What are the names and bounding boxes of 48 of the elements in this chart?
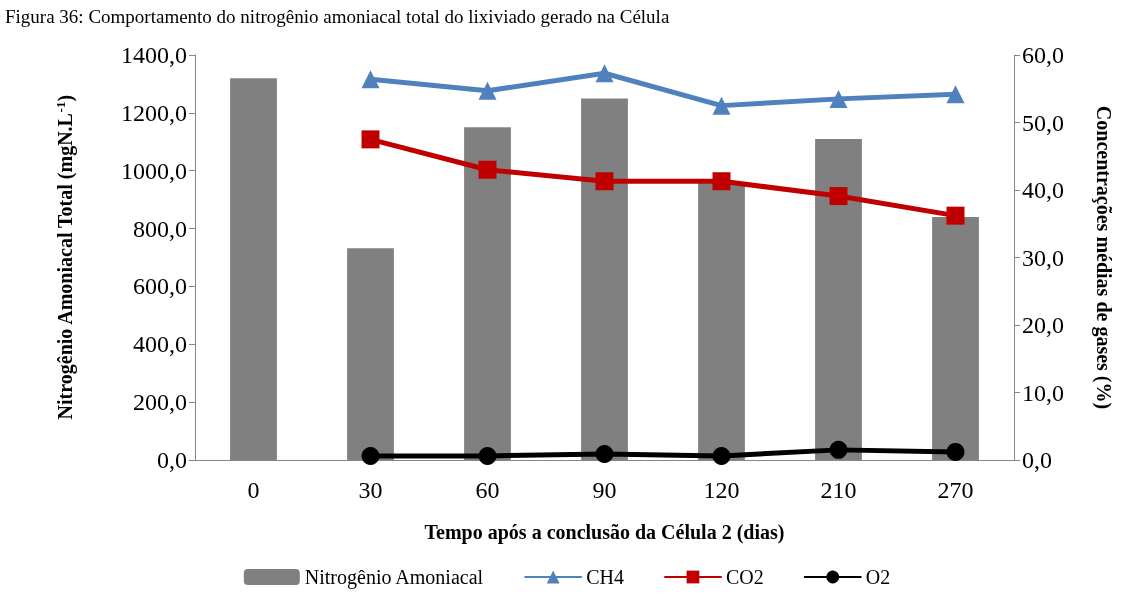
point (712, 172, 731, 191)
point (595, 64, 614, 83)
legend-label: CO2 (725, 566, 764, 588)
legend-label: Nitrogênio Amoniacal (304, 566, 484, 589)
x-tick-label: 90 (592, 477, 617, 503)
point (361, 446, 380, 465)
point (478, 160, 497, 179)
point (946, 85, 965, 104)
x-tick-label: 210 (820, 477, 857, 503)
x-tick-label: 270 (937, 477, 974, 503)
point (829, 440, 848, 459)
point (478, 446, 497, 465)
point (829, 187, 848, 206)
legend-label: CH4 (586, 566, 624, 588)
point (595, 444, 614, 463)
point (595, 172, 614, 191)
y2-tick-label: 50,0 (1022, 109, 1064, 136)
y2-tick-label: 60,0 (1022, 42, 1064, 68)
y-tick-label: 0,0 (157, 447, 187, 473)
y2-tick-label: 20,0 (1022, 312, 1064, 338)
y2-tick-label: 10,0 (1022, 379, 1064, 406)
y-tick-label: 800,0 (133, 215, 187, 242)
x-tick-label: 120 (703, 477, 740, 503)
y-tick-label: 1000,0 (121, 157, 187, 184)
x-axis-title: Tempo após a conclusão da Célula 2 (dias) (424, 521, 785, 544)
point (829, 89, 848, 108)
legend-label: O2 (865, 566, 891, 588)
y2-axis-title: Concentrações médias de gases (%) (1092, 105, 1115, 410)
y-tick-label: 600,0 (133, 273, 187, 300)
point (361, 70, 380, 89)
y-tick-label: 200,0 (133, 389, 187, 416)
x-tick-label: 30 (358, 477, 383, 503)
point (478, 81, 497, 100)
y-tick-label: 1200,0 (121, 99, 187, 126)
y2-tick-label: 0,0 (1022, 447, 1052, 473)
x-tick-label: 0 (247, 477, 260, 503)
y-tick-label: 400,0 (133, 331, 187, 358)
point (946, 442, 965, 461)
point (946, 206, 965, 225)
y2-tick-label: 30,0 (1022, 244, 1064, 271)
x-tick-label: 60 (475, 477, 500, 503)
point (361, 130, 380, 149)
point (712, 446, 731, 465)
y2-tick-label: 40,0 (1022, 177, 1064, 203)
y-tick-label: 1400,0 (121, 42, 187, 68)
point (712, 96, 731, 115)
y-axis-title: Nitrogênio Amoniacal Total (mgN.L-1) (53, 94, 77, 420)
chart-title: Figura 36: Comportamento do nitrogênio amoniacal total do lixiviado gerado na Célula (5, 6, 670, 27)
